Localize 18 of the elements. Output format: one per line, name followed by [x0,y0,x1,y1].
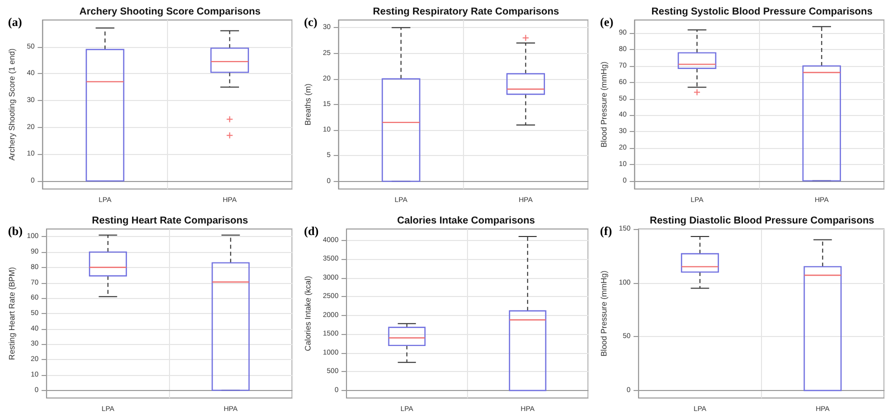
text: (f) [600,224,612,238]
text: (e) [600,15,614,29]
chart-title: Resting Diastolic Blood Pressure Comparisons [650,216,875,226]
text: (b) [8,224,23,238]
y-axis-title: Archery Shooting Score (1 end) [8,48,16,161]
text: (a) [8,15,22,29]
y-axis-title: Calories Intake (kcal) [304,276,312,352]
chart-title: Resting Heart Rate Comparisons [92,216,249,226]
y-axis-title: Blood Pressure (mmHg) [600,270,608,356]
y-axis-title: Resting Heart Rate (BPM) [8,266,16,360]
y-axis-title: Breaths (m) [304,83,312,126]
y-axis-title: Blood Pressure (mmHg) [600,61,608,148]
text: (d) [304,224,319,238]
chart-title: Archery Shooting Score Comparisons [79,6,262,18]
chart-title: Calories Intake Comparisons [397,216,536,226]
text: (c) [304,15,318,29]
chart-title: Resting Systolic Blood Pressure Comparisons [651,6,874,18]
chart-title: Resting Respiratory Rate Comparisons [372,6,560,18]
